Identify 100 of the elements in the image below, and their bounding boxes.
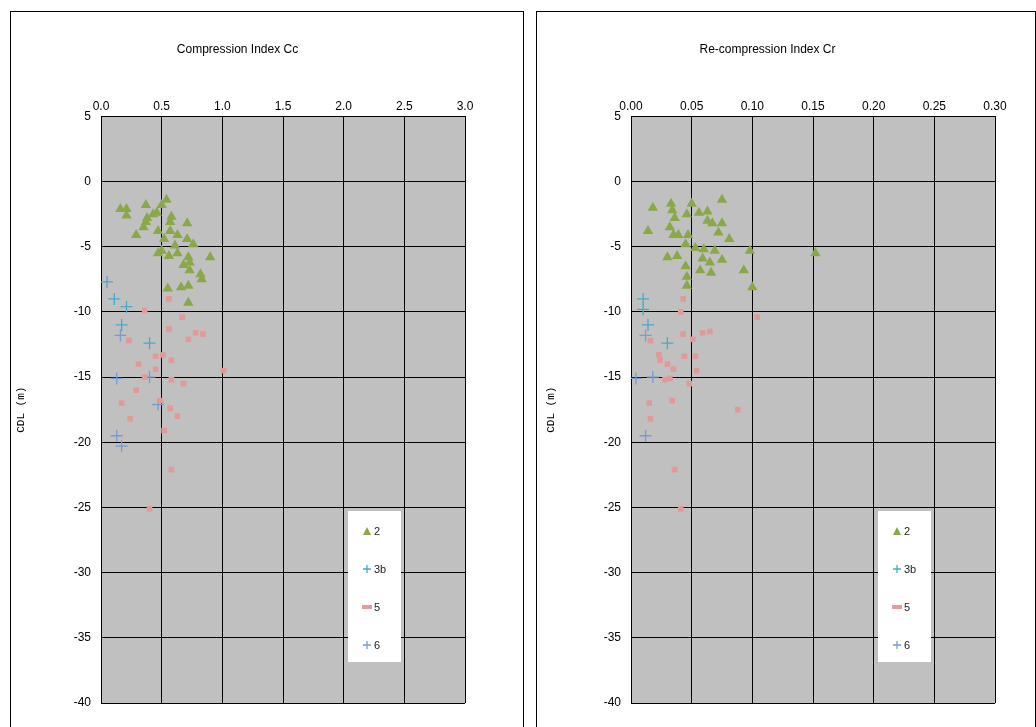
point (702, 205, 713, 215)
point (682, 229, 694, 239)
point (184, 264, 195, 274)
point (118, 400, 125, 407)
point (810, 247, 821, 257)
point (656, 352, 662, 358)
point (114, 318, 129, 332)
point (133, 387, 140, 393)
point (681, 279, 693, 289)
point (146, 505, 153, 512)
legend-label: 2 (904, 525, 911, 537)
y-tick-label: 0 (614, 173, 622, 188)
y-tick-label: -15 (603, 369, 622, 384)
point (754, 314, 761, 320)
point (704, 256, 716, 266)
point (163, 249, 175, 259)
point (680, 260, 691, 270)
point (734, 406, 741, 413)
point (126, 337, 132, 344)
point (671, 466, 678, 473)
point (664, 221, 676, 231)
x-tick-label: 0.10 (740, 98, 765, 113)
point (744, 244, 756, 254)
point (101, 275, 114, 289)
y-tick-label: -35 (603, 630, 622, 645)
point (699, 329, 706, 336)
point (152, 353, 159, 360)
point (166, 326, 172, 332)
point (681, 208, 693, 218)
x-tick-label: 0.00 (619, 98, 643, 113)
point (114, 439, 129, 453)
y-axis-title: CDL (m) (544, 386, 557, 433)
point (716, 193, 728, 203)
point (641, 318, 655, 332)
point (662, 251, 673, 261)
point (690, 336, 696, 343)
point (166, 296, 172, 302)
point (638, 328, 653, 343)
point (141, 374, 148, 380)
legend-label: 6 (904, 639, 911, 651)
point (681, 270, 693, 280)
x-tick-label: 3.0 (456, 98, 474, 113)
point (188, 238, 199, 248)
legend-label: 6 (374, 639, 381, 651)
point (200, 331, 206, 337)
point (709, 244, 720, 254)
point (690, 242, 701, 252)
x-tick-label: 2.5 (395, 98, 413, 113)
point (747, 281, 758, 291)
point (172, 229, 183, 239)
point (138, 221, 149, 231)
point (192, 329, 199, 336)
point (110, 429, 124, 443)
point (693, 206, 705, 216)
y-tick-label: -20 (73, 434, 92, 449)
point (107, 292, 121, 306)
x-tick-label: 0.05 (679, 98, 704, 113)
point (127, 416, 133, 422)
point (671, 249, 683, 259)
y-tick-label: -5 (610, 239, 622, 254)
point (686, 197, 697, 207)
point (142, 336, 157, 350)
x-tick-label: 0.15 (801, 98, 825, 113)
point (692, 353, 699, 360)
legend-label: 5 (904, 601, 911, 613)
point (161, 427, 167, 434)
point (677, 309, 684, 315)
point (113, 328, 128, 343)
chart-title: Re-compression Index Cr (699, 41, 836, 56)
point (183, 296, 194, 306)
y-tick-label: -35 (73, 630, 92, 645)
point (707, 217, 718, 227)
point (738, 264, 750, 274)
x-tick-label: 0.5 (153, 98, 171, 113)
point (185, 336, 192, 343)
x-tick-label: 0.20 (861, 98, 886, 113)
point (181, 217, 193, 227)
point (680, 331, 686, 337)
point (646, 370, 660, 384)
y-tick-label: -25 (603, 499, 622, 514)
point (140, 199, 152, 209)
point (178, 259, 189, 269)
point (183, 279, 194, 289)
point (636, 292, 650, 306)
y-tick-label: -30 (603, 564, 622, 579)
point (205, 251, 216, 261)
y-tick-label: -20 (603, 434, 622, 449)
legend-label: 3b (904, 563, 917, 575)
x-tick-label: 1.0 (213, 98, 231, 113)
point (636, 302, 650, 316)
point (677, 505, 684, 512)
y-tick-label: 0 (84, 173, 92, 188)
y-tick-label: -40 (73, 695, 92, 710)
point (152, 225, 164, 235)
y-tick-label: -15 (73, 369, 92, 384)
point (167, 405, 173, 412)
point (669, 397, 676, 404)
y-tick-label: -10 (73, 304, 92, 319)
point (119, 300, 134, 314)
y-tick-label: -25 (73, 499, 92, 514)
